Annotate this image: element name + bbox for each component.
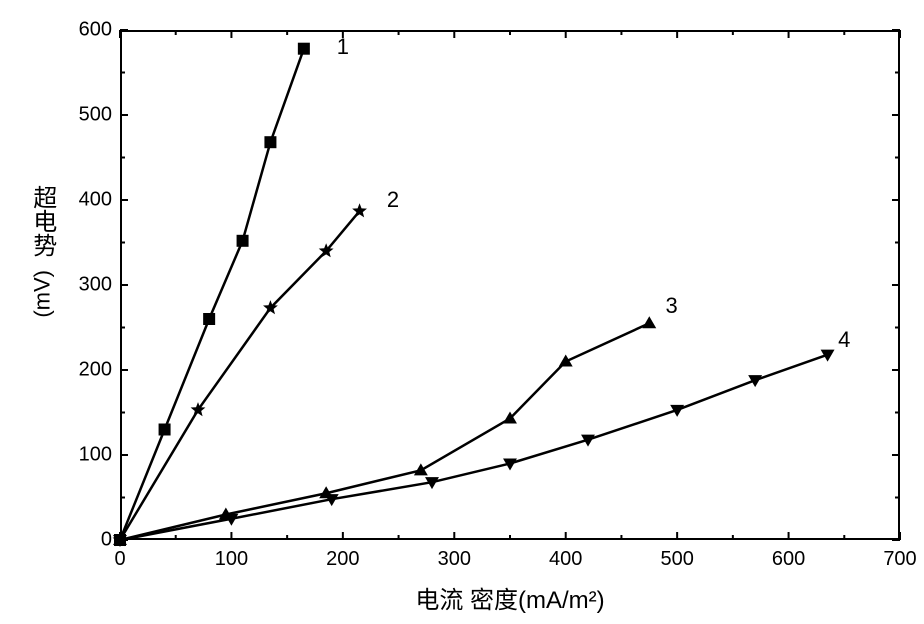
x-tick-label: 600 bbox=[772, 548, 805, 571]
y-tick-label: 400 bbox=[70, 189, 112, 212]
series-label-2: 2 bbox=[387, 187, 399, 213]
y-tick-label: 200 bbox=[70, 359, 112, 382]
x-tick-label: 300 bbox=[438, 548, 471, 571]
y-tick-label: 500 bbox=[70, 104, 112, 127]
chart-svg bbox=[0, 0, 924, 624]
x-tick-label: 400 bbox=[549, 548, 582, 571]
x-axis-label: 电流 密度(mA/m²) bbox=[415, 580, 604, 615]
y-tick-label: 300 bbox=[70, 274, 112, 297]
y-tick-label: 0 bbox=[70, 529, 112, 552]
series-line-1 bbox=[120, 49, 304, 540]
series-label-1: 1 bbox=[337, 34, 349, 60]
y-tick-label: 100 bbox=[70, 444, 112, 467]
y-axis-label: 超电势(mV) bbox=[22, 185, 62, 310]
y-tick-label: 600 bbox=[70, 19, 112, 42]
x-tick-label: 200 bbox=[326, 548, 359, 571]
x-tick-label: 0 bbox=[114, 548, 125, 571]
y-axis-label-cjk: 超电势 bbox=[28, 185, 56, 257]
x-tick-label: 700 bbox=[883, 548, 916, 571]
series-line-3 bbox=[120, 323, 649, 540]
series-label-4: 4 bbox=[838, 327, 850, 353]
series-label-3: 3 bbox=[665, 293, 677, 319]
x-tick-label: 100 bbox=[215, 548, 248, 571]
x-tick-label: 500 bbox=[660, 548, 693, 571]
y-axis-label-unit: (mV) bbox=[29, 278, 54, 318]
